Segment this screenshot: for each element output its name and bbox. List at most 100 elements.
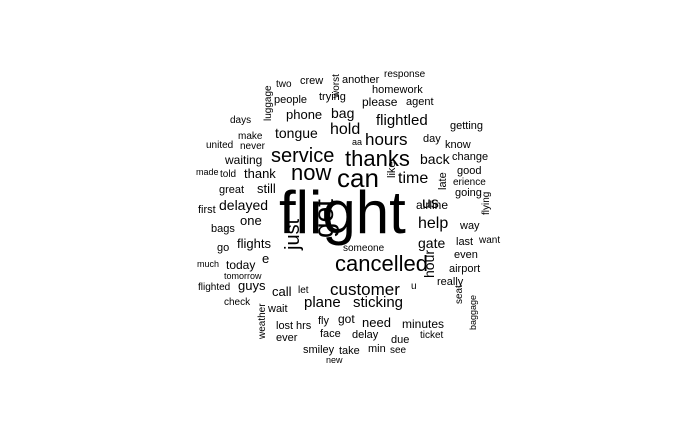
word-just: just <box>282 218 304 250</box>
word-much: much <box>197 259 220 269</box>
word-fly: fly <box>318 315 329 327</box>
word-way: way <box>460 220 480 232</box>
word-still: still <box>257 181 276 196</box>
word-luggage: luggage <box>263 85 274 121</box>
word-customer: customer <box>330 280 400 299</box>
word-time: time <box>398 170 429 187</box>
word-want: want <box>479 235 501 246</box>
word-flightled: flightled <box>376 112 428 129</box>
word-flight: flight <box>279 179 406 246</box>
word-new: new <box>326 355 343 365</box>
word-take: take <box>339 345 360 357</box>
word-due: due <box>391 334 410 346</box>
word-someone: someone <box>343 243 385 254</box>
word-flighted: flighted <box>198 282 231 293</box>
word-hrs: hrs <box>296 320 312 332</box>
word-day: day <box>423 133 441 145</box>
word-phone: phone <box>286 107 323 122</box>
word-hours: hours <box>365 130 408 149</box>
word-can: can <box>337 163 379 193</box>
word-face: face <box>320 328 341 340</box>
word-people: people <box>274 94 308 106</box>
word-agent: agent <box>406 96 434 108</box>
word-erience: erience <box>453 177 486 188</box>
word-another: another <box>342 74 380 86</box>
word-now: now <box>291 160 332 185</box>
word-going: going <box>455 187 482 199</box>
word-never: never <box>240 141 266 152</box>
word-smiley: smiley <box>303 344 335 356</box>
word-tongue: tongue <box>275 125 318 141</box>
word-response: response <box>384 69 426 80</box>
word-sticking: sticking <box>353 294 404 311</box>
word-two: two <box>276 79 292 90</box>
word-minutes: minutes <box>402 317 445 331</box>
word-change: change <box>452 151 489 163</box>
word-check: check <box>224 297 251 308</box>
word-gate: gate <box>418 235 446 251</box>
word-crew: crew <box>300 75 324 87</box>
word-even: even <box>454 249 478 261</box>
word-please: please <box>362 95 398 109</box>
word-aa: aa <box>352 137 363 147</box>
word-getting: getting <box>450 120 484 132</box>
word-got: got <box>338 312 355 326</box>
word-really: really <box>437 276 464 288</box>
word-cancelled: cancelled <box>335 251 428 276</box>
word-delay: delay <box>352 329 379 341</box>
word-tomorrow: tomorrow <box>224 271 262 281</box>
word-help: help <box>418 215 449 232</box>
word-late: late <box>437 172 449 190</box>
word-one: one <box>240 213 262 228</box>
word-seat: seat <box>454 285 465 304</box>
word-plane: plane <box>304 294 341 311</box>
word-guys: guys <box>238 278 266 293</box>
word-service: service <box>271 145 335 167</box>
word-see: see <box>390 345 407 356</box>
word-flying: flying <box>481 191 492 215</box>
word-weather: weather <box>257 303 268 339</box>
word-wait: wait <box>268 303 288 315</box>
word-make: make <box>238 131 263 142</box>
word-last: last <box>456 236 474 248</box>
word-bags: bags <box>211 223 235 235</box>
word-us: us <box>422 195 439 212</box>
word-days: days <box>230 115 252 126</box>
word-great: great <box>219 184 245 196</box>
word-ever: ever <box>276 332 298 344</box>
word-good: good <box>457 165 482 177</box>
word-told: told <box>220 169 237 180</box>
word-call: call <box>272 284 292 299</box>
word-need: need <box>362 315 391 330</box>
word-airline: airline <box>416 198 449 212</box>
word-go: go <box>217 242 230 254</box>
word-hour: hour <box>421 249 437 278</box>
word-u: u <box>411 281 417 292</box>
word-delayed: delayed <box>219 197 269 213</box>
word-trying: trying <box>319 91 346 103</box>
word-united: united <box>206 140 234 151</box>
word-ticket: ticket <box>420 330 444 341</box>
word-lost: lost <box>276 320 294 332</box>
word-back: back <box>420 151 450 167</box>
word-first: first <box>198 204 216 216</box>
word-waiting: waiting <box>225 153 263 167</box>
word-e: e <box>262 251 270 266</box>
word-get: get <box>308 199 339 238</box>
word-thanks: thanks <box>345 146 410 171</box>
word-thank: thank <box>244 166 276 181</box>
word-made: made <box>196 167 219 177</box>
word-let: let <box>298 285 309 296</box>
word-like: like <box>386 161 398 178</box>
word-today: today <box>226 258 256 272</box>
word-bag: bag <box>331 105 355 121</box>
word-homework: homework <box>372 84 423 96</box>
word-worst: worst <box>331 74 342 98</box>
word-min: min <box>368 343 386 355</box>
word-know: know <box>445 139 471 151</box>
word-baggage: baggage <box>468 294 478 330</box>
word-flights: flights <box>237 236 271 251</box>
word-airport: airport <box>449 263 481 275</box>
word-hold: hold <box>330 121 361 138</box>
